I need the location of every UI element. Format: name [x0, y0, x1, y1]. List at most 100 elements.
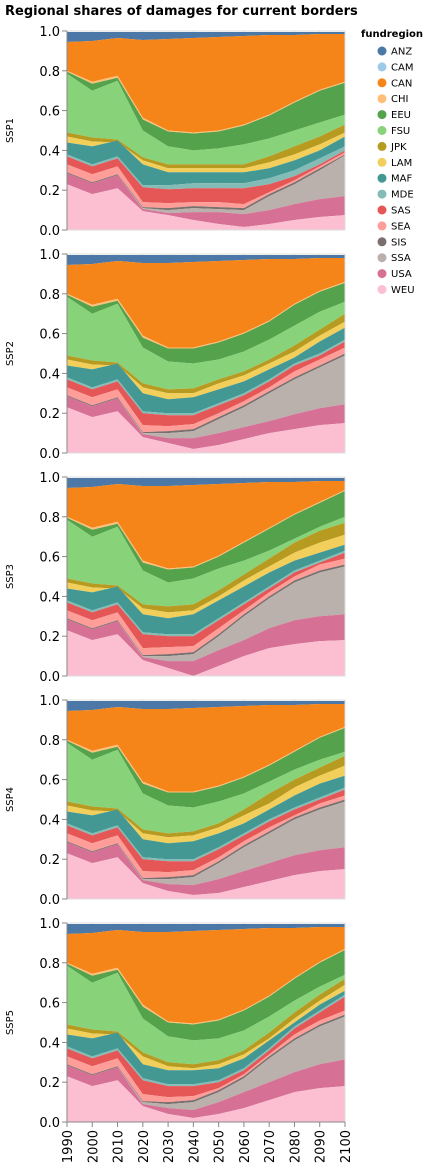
area-ssa — [67, 566, 345, 662]
area-maf — [67, 775, 345, 860]
area-usa — [67, 396, 345, 450]
y-tick-label: 0.0 — [39, 224, 60, 239]
y-tick-label: 0.8 — [39, 511, 60, 526]
area-maf — [67, 544, 345, 635]
y-tick-label: 0.2 — [39, 184, 60, 199]
x-axis: 1990 2000 2010 2020 2030 2040 2050 2060 2070 2080… — [61, 1121, 354, 1163]
y-tick-label: 1.0 — [39, 248, 60, 263]
legend-symbol-chi — [377, 94, 387, 104]
x-tick-label: 1990 — [61, 1130, 76, 1163]
area-fsu — [67, 742, 345, 834]
area-lam — [67, 132, 345, 173]
legend-label-cam: CAM — [391, 62, 413, 73]
legend-label-lam: LAM — [391, 158, 412, 169]
facet-label: SSP1 — [5, 118, 16, 143]
area-can — [67, 703, 345, 792]
legend-symbol-sis — [377, 237, 387, 247]
legend-label-sas: SAS — [391, 206, 411, 217]
area-maf — [67, 136, 345, 186]
area-usa — [67, 1059, 345, 1119]
legend-symbol-eeu — [377, 110, 387, 120]
area-ssa — [67, 355, 345, 439]
facet-label: SSP3 — [5, 564, 16, 589]
x-tick-label: 2090 — [314, 1130, 329, 1163]
area-can — [67, 926, 345, 1024]
x-tick-label: 2080 — [288, 1130, 303, 1163]
area-anz — [67, 924, 345, 934]
area-can — [67, 480, 345, 569]
legend-symbol-lam — [377, 157, 387, 167]
area-fsu — [67, 73, 345, 165]
area-anz — [67, 255, 345, 265]
area-usa — [67, 614, 345, 676]
y-tick-label: 0.0 — [39, 893, 60, 908]
legend-symbol-anz — [377, 46, 387, 56]
y-tick-label: 0.8 — [39, 65, 60, 80]
area-fsu — [67, 296, 345, 390]
y-tick-label: 0.0 — [39, 1116, 60, 1131]
legend-label-chi: CHI — [391, 94, 408, 105]
x-tick-label: 2030 — [162, 1130, 177, 1163]
y-tick-label: 0.2 — [39, 407, 60, 422]
area-eeu — [67, 71, 345, 151]
legend-symbol-mde — [377, 189, 387, 199]
area-jpk — [67, 124, 345, 169]
legend: fundregion ANZ CAM CAN CHI EEU FSU JPK LAM MAF MD… — [361, 29, 423, 296]
legend-label-weu: WEU — [391, 285, 415, 296]
x-tick-label: 2000 — [86, 1130, 101, 1163]
chart-title: Regional shares of damages for current b… — [5, 4, 358, 19]
area-anz — [67, 32, 345, 42]
area-eeu — [67, 949, 345, 1041]
x-tick-label: 2010 — [112, 1130, 127, 1163]
legend-title: fundregion — [361, 29, 423, 40]
area-jpk — [67, 313, 345, 394]
legend-label-sea: SEA — [391, 221, 411, 232]
legend-label-mde: MDE — [391, 190, 414, 201]
area-usa — [67, 173, 345, 228]
area-eeu — [67, 490, 345, 583]
legend-label-can: CAN — [391, 78, 412, 89]
y-tick-label: 0.2 — [39, 853, 60, 868]
area-fsu — [67, 516, 345, 607]
area-can — [67, 33, 345, 133]
y-tick-label: 0.4 — [39, 367, 60, 382]
y-tick-label: 0.4 — [39, 1036, 60, 1051]
legend-label-jpk: JPK — [390, 142, 407, 153]
y-tick-label: 0.6 — [39, 997, 60, 1012]
y-tick-label: 0.8 — [39, 957, 60, 972]
legend-symbol-ssa — [377, 253, 387, 263]
y-tick-label: 0.0 — [39, 447, 60, 462]
area-sea — [67, 558, 345, 656]
area-eeu — [67, 282, 345, 364]
legend-symbol-usa — [377, 269, 387, 279]
y-tick-label: 0.4 — [39, 144, 60, 159]
y-tick-label: 0.2 — [39, 630, 60, 645]
area-maf — [67, 990, 345, 1085]
area-weu — [67, 630, 345, 676]
area-chi — [67, 489, 345, 570]
area-eeu — [67, 727, 345, 808]
facet-label: SSP4 — [5, 787, 16, 812]
legend-symbol-maf — [377, 173, 387, 183]
panel-ssp4: 0.0 0.2 0.4 0.6 0.8 1.0 SSP4 — [5, 694, 346, 908]
legend-label-fsu: FSU — [391, 126, 410, 137]
y-tick-label: 0.4 — [39, 813, 60, 828]
area-sas — [67, 552, 345, 649]
panel-ssp5: 0.0 0.2 0.4 0.6 0.8 1.0 SSP5 — [5, 917, 346, 1131]
y-tick-label: 1.0 — [39, 917, 60, 932]
facet-panels: 0.0 0.2 0.4 0.6 0.8 1.0 SSP1 0.0 0.2 0.4 0.6 0.8 1.0… — [5, 25, 346, 1131]
panel-ssp2: 0.0 0.2 0.4 0.6 0.8 1.0 SSP2 — [5, 248, 346, 462]
legend-symbol-jpk — [377, 141, 387, 151]
y-tick-label: 0.6 — [39, 774, 60, 789]
y-tick-label: 0.6 — [39, 105, 60, 120]
legend-label-maf: MAF — [391, 174, 412, 185]
y-tick-label: 0.6 — [39, 551, 60, 566]
panel-ssp1: 0.0 0.2 0.4 0.6 0.8 1.0 SSP1 — [5, 25, 346, 239]
legend-label-anz: ANZ — [391, 47, 412, 58]
area-ssa — [67, 155, 345, 215]
legend-label-ssa: SSA — [391, 253, 411, 264]
legend-label-eeu: EEU — [391, 110, 411, 121]
y-tick-label: 0.0 — [39, 670, 60, 685]
y-tick-label: 0.4 — [39, 590, 60, 605]
